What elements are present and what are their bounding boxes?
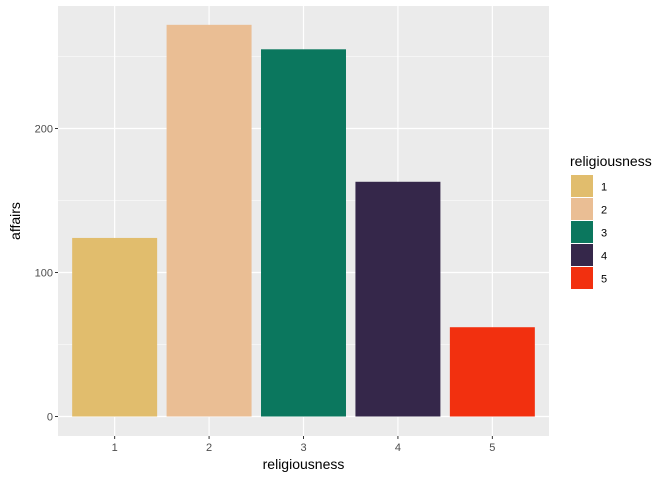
legend-key-5 (571, 267, 593, 289)
x-axis: 1 2 3 4 5 (112, 436, 495, 454)
legend-label: 5 (601, 274, 607, 286)
bar-3 (261, 49, 346, 417)
legend-label: 1 (601, 182, 607, 194)
bar-5 (449, 327, 535, 417)
bar-1 (72, 237, 158, 417)
x-tick-label: 2 (206, 442, 212, 454)
x-tick-label: 4 (395, 442, 401, 454)
legend-title: religiousness (570, 153, 652, 169)
y-tick-label: 100 (35, 268, 53, 280)
legend: religiousness 1 2 3 4 5 (570, 153, 652, 289)
x-tick-label: 1 (112, 442, 118, 454)
y-tick-label: 0 (47, 412, 53, 424)
legend-key-3 (571, 221, 593, 243)
legend-key-4 (571, 244, 593, 266)
x-axis-title: religiousness (263, 456, 345, 472)
legend-label: 2 (601, 205, 607, 217)
bar-2 (166, 24, 252, 417)
legend-key-2 (571, 198, 593, 220)
x-tick-label: 3 (300, 442, 306, 454)
x-tick-label: 5 (489, 442, 495, 454)
legend-key-1 (571, 175, 593, 197)
legend-label: 3 (601, 228, 607, 240)
bars-group (72, 24, 535, 417)
legend-label: 4 (601, 251, 607, 263)
bar-4 (355, 181, 441, 417)
y-axis: 0 100 200 (35, 124, 58, 424)
y-axis-title: affairs (7, 202, 23, 240)
y-tick-label: 200 (35, 124, 53, 136)
